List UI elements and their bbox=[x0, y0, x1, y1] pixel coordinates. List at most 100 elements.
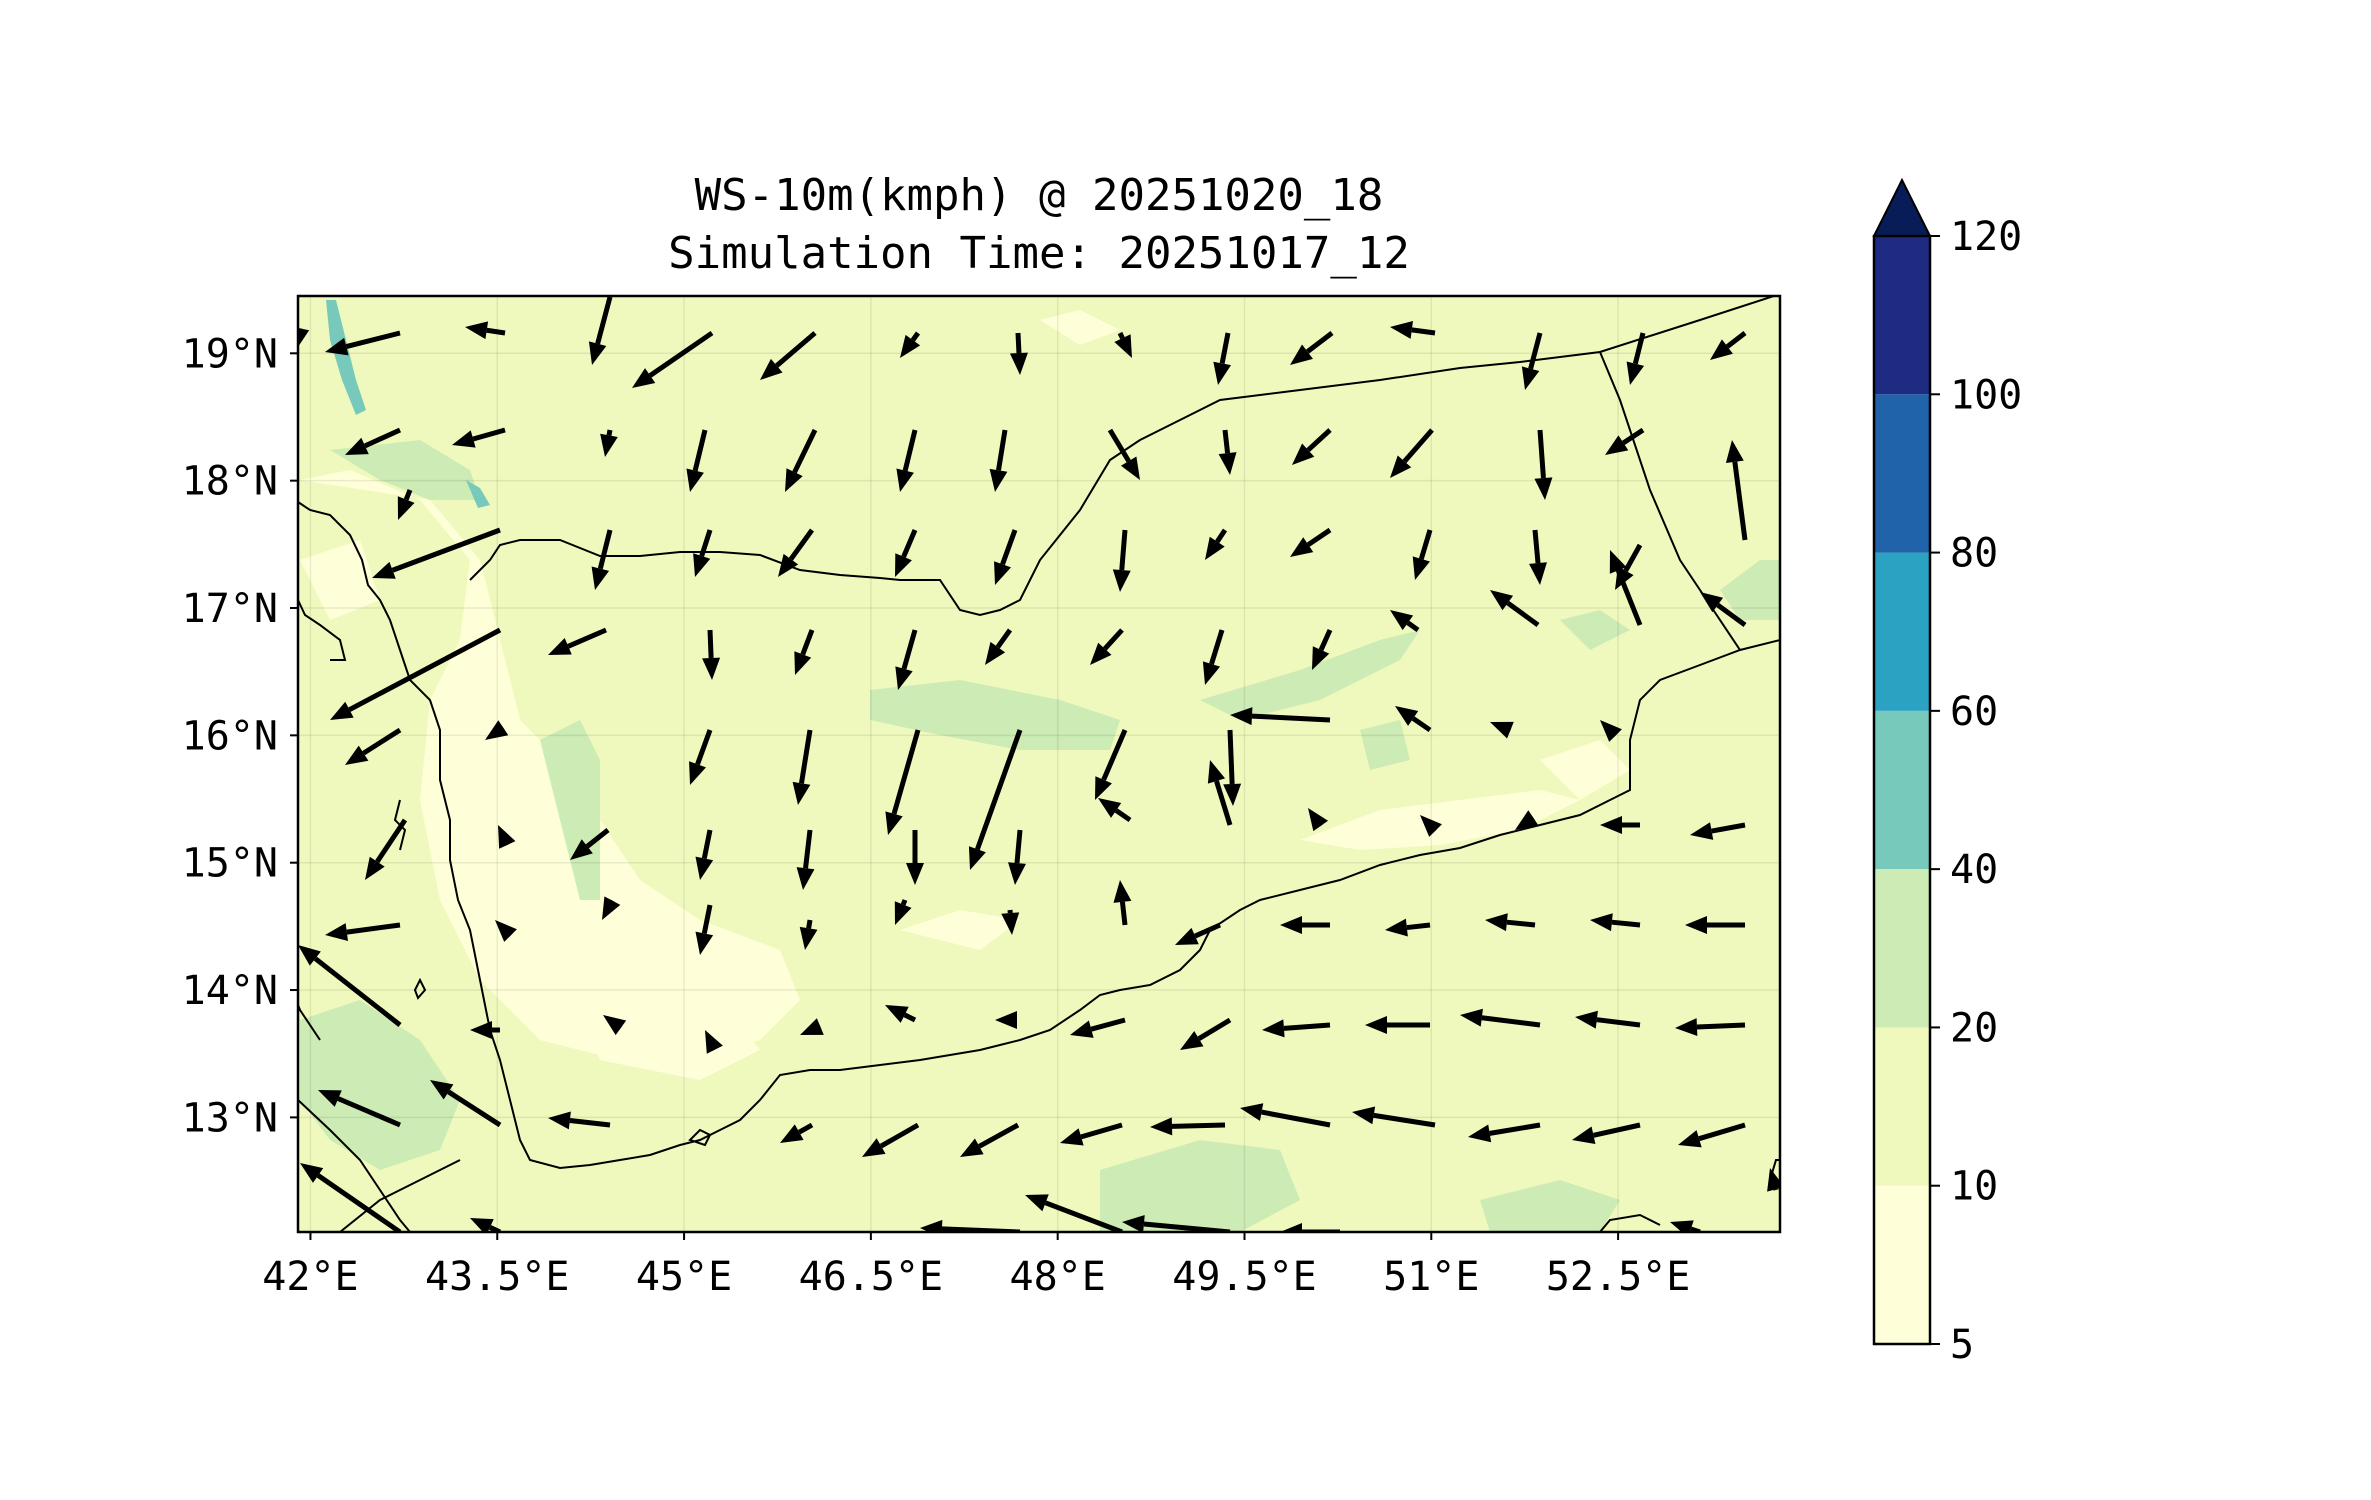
wind-arrow bbox=[1150, 1117, 1226, 1136]
wind-arrow bbox=[298, 327, 310, 347]
lon-tick-label: 52.5°E bbox=[1546, 1254, 1691, 1300]
lat-tick-label: 15°N bbox=[182, 841, 278, 887]
map-title: WS-10m(kmph) @ 20251020_18 bbox=[695, 170, 1384, 221]
map-frame bbox=[296, 294, 1782, 1234]
wind-arrow bbox=[1485, 913, 1536, 932]
colorbar-segment bbox=[1874, 394, 1930, 553]
wind-arrow bbox=[695, 829, 714, 880]
wind-arrow bbox=[591, 529, 613, 590]
wind-arrow bbox=[1395, 706, 1432, 733]
wind-arrow bbox=[1001, 909, 1020, 935]
wind-arrow bbox=[695, 904, 714, 955]
wind-arrow bbox=[1223, 729, 1242, 806]
wind-arrow bbox=[1262, 1019, 1331, 1038]
wind-arrow bbox=[1590, 913, 1641, 932]
colorbar-segment bbox=[1874, 1185, 1930, 1344]
wind-arrow bbox=[1312, 628, 1333, 670]
wind-arrow bbox=[1685, 916, 1745, 934]
wind-arrow bbox=[906, 830, 924, 885]
lon-tick-label: 49.5°E bbox=[1172, 1254, 1317, 1300]
wind-arrow bbox=[1230, 707, 1331, 726]
colorbar-segment bbox=[1874, 1027, 1930, 1186]
wind-arrow bbox=[1420, 815, 1442, 837]
wind-arrow bbox=[796, 829, 815, 890]
wind-arrow bbox=[570, 828, 610, 860]
wind-arrow bbox=[1468, 1122, 1541, 1143]
wind-arrow bbox=[1175, 922, 1222, 945]
wind-arrow bbox=[318, 1090, 401, 1128]
wind-arrow bbox=[430, 1080, 502, 1128]
colorbar-segment bbox=[1874, 236, 1930, 395]
wind-arrow bbox=[1678, 1122, 1746, 1148]
wind-arrow bbox=[800, 1018, 824, 1035]
wind-arrow bbox=[1025, 1194, 1123, 1232]
map-area bbox=[298, 296, 1780, 1232]
wind-arrow bbox=[686, 429, 708, 492]
wind-arrow bbox=[1280, 916, 1330, 934]
wind-arrow bbox=[1240, 1103, 1331, 1128]
wind-arrow bbox=[495, 920, 517, 942]
wind-arrow bbox=[968, 729, 1023, 870]
wind-arrow bbox=[702, 629, 721, 680]
wind-arrow bbox=[1710, 331, 1747, 360]
wind-arrow bbox=[1675, 1018, 1746, 1037]
wind-arrow bbox=[1725, 440, 1748, 541]
wind-arrow bbox=[689, 729, 713, 785]
wind-arrow bbox=[1609, 550, 1643, 626]
wind-vectors bbox=[298, 296, 1780, 1232]
lat-tick-label: 14°N bbox=[182, 968, 278, 1014]
colorbar-tick-label: 60 bbox=[1950, 689, 1998, 735]
latitude-axis: 19°N 18°N 17°N 16°N 15°N 14°N 13°N bbox=[182, 331, 1780, 1141]
wind-arrow bbox=[1290, 331, 1334, 365]
lat-tick-label: 18°N bbox=[182, 459, 278, 505]
wind-arrow bbox=[885, 1005, 917, 1023]
wind-arrow bbox=[1202, 629, 1225, 685]
colorbar-tick-label: 120 bbox=[1950, 214, 2022, 260]
colorbar-tick-label: 100 bbox=[1950, 372, 2022, 418]
wind-arrow bbox=[345, 427, 402, 455]
wind-arrow bbox=[1412, 529, 1433, 580]
wind-arrow bbox=[465, 321, 506, 340]
wind-arrow bbox=[862, 1122, 920, 1157]
colorbar-frame bbox=[1872, 234, 1932, 1346]
wind-arrow bbox=[792, 729, 813, 805]
wind-arrow bbox=[1180, 1017, 1232, 1050]
wind-arrow bbox=[1060, 1122, 1123, 1146]
wind-arrow bbox=[780, 1122, 814, 1143]
wind-arrow bbox=[1515, 810, 1539, 830]
colorbar: 5 10 20 40 60 80 100 120 bbox=[1872, 177, 2022, 1368]
wind-arrow bbox=[1112, 529, 1131, 592]
colorbar-segment bbox=[1874, 869, 1930, 1028]
wind-arrow bbox=[1114, 331, 1132, 358]
colorbar-tick-label: 5 bbox=[1950, 1322, 1974, 1368]
wind-arrow bbox=[1490, 721, 1514, 739]
wind-arrow bbox=[345, 727, 402, 765]
wind-arrow bbox=[1308, 808, 1329, 832]
lat-tick-label: 19°N bbox=[182, 331, 278, 377]
wind-arrow bbox=[994, 529, 1018, 585]
wind-arrow bbox=[298, 945, 402, 1027]
wind-arrow bbox=[1205, 528, 1228, 560]
wind-arrow bbox=[372, 527, 501, 579]
wind-arrow bbox=[760, 331, 817, 380]
wind-arrow bbox=[705, 1030, 723, 1054]
wind-arrow bbox=[1390, 610, 1420, 633]
wind-arrow bbox=[1534, 429, 1553, 500]
map-subtitle: Simulation Time: 20251017_12 bbox=[668, 228, 1410, 279]
lat-tick-label: 16°N bbox=[182, 713, 278, 759]
wind-arrow bbox=[498, 825, 516, 849]
wind-arrow bbox=[900, 331, 921, 358]
wind-arrow bbox=[1107, 428, 1140, 480]
wind-arrow bbox=[1213, 332, 1231, 385]
wind-arrow bbox=[799, 919, 818, 950]
wind-arrow bbox=[1390, 320, 1436, 339]
colorbar-segment bbox=[1874, 710, 1930, 870]
wind-arrow bbox=[452, 427, 506, 448]
colorbar-extend-arrow bbox=[1872, 177, 1932, 237]
wind-arrow bbox=[365, 818, 408, 880]
wind-arrow bbox=[1390, 428, 1434, 478]
coastlines-and-borders bbox=[298, 296, 1780, 1232]
wind-arrow bbox=[960, 1122, 1020, 1157]
wind-arrow bbox=[895, 529, 918, 577]
